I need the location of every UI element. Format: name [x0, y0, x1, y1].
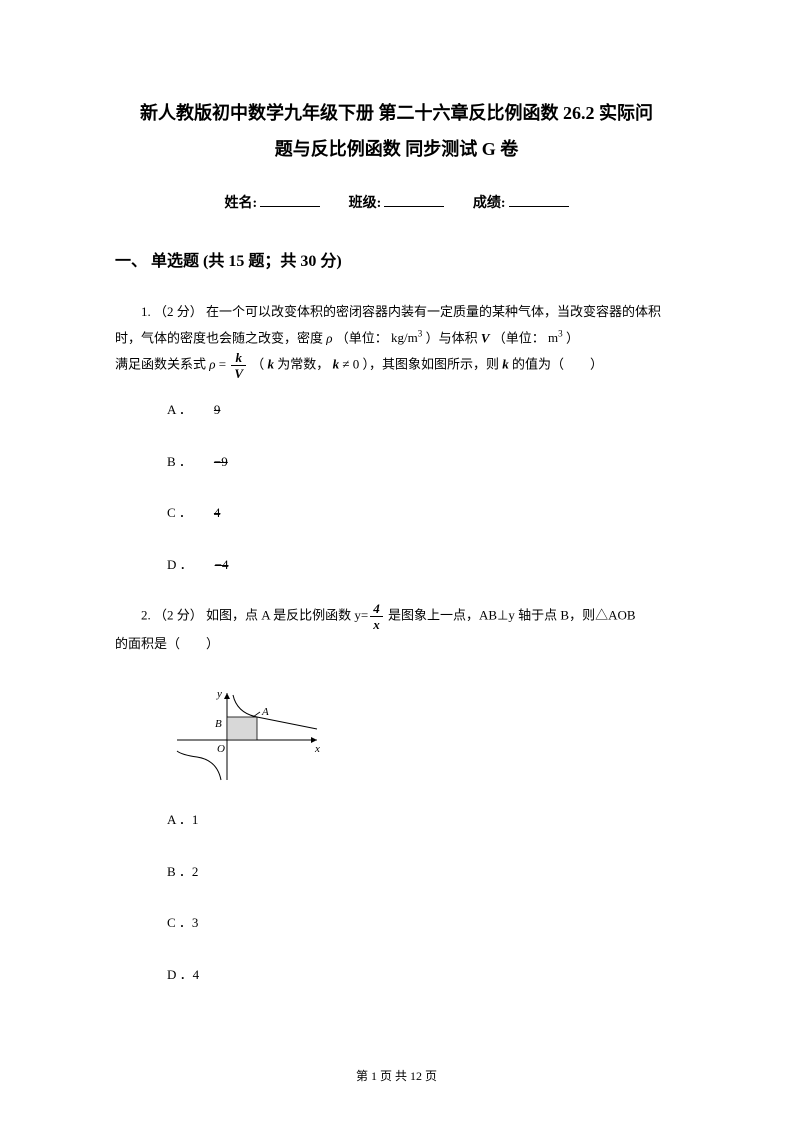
question-2: 2. （2 分） 如图，点 A 是反比例函数 y=4x 是图象上一点，AB⊥y …: [115, 602, 678, 657]
q1-options: A ．9 B ．−9 C ．4 D ．−4: [115, 400, 678, 574]
q1-option-d: D ．−4: [167, 555, 678, 575]
q1-text4: （单位：: [493, 330, 545, 345]
q1-number: 1.: [141, 304, 151, 319]
graph-label-b: B: [215, 718, 222, 730]
q1-text7: 为常数，: [277, 357, 332, 372]
q1-option-b: B ．−9: [167, 452, 678, 472]
q2-option-d: D ．4: [167, 965, 678, 985]
q2-text1: 如图，点 A 是反比例函数 y=: [206, 608, 368, 623]
q1-rho: ρ: [326, 330, 332, 345]
q1-var-k3: k: [502, 357, 509, 372]
q1-text10: 的值为（ ）: [512, 357, 603, 372]
score-label: 成绩:: [473, 196, 506, 211]
page-footer: 第 1 页 共 12 页: [0, 1067, 793, 1084]
name-blank: [260, 206, 320, 207]
q2-option-c: C ．3: [167, 913, 678, 933]
q1-text8: ≠ 0: [339, 357, 359, 372]
student-info-row: 姓名: 班级: 成绩:: [115, 192, 678, 212]
class-label: 班级:: [349, 196, 382, 211]
q1-text6: （: [251, 357, 267, 372]
q1-unit: kg/m3: [391, 330, 422, 345]
graph-label-o: O: [217, 743, 225, 755]
q2-fraction: 4x: [368, 602, 385, 631]
q2-options: A ．1 B ．2 C ．3 D ．4: [115, 810, 678, 984]
q1-unit-v: m3: [548, 330, 563, 345]
q1-text2: （单位：: [336, 330, 388, 345]
q2-number: 2.: [141, 608, 151, 623]
q1-option-c: C ．4: [167, 503, 678, 523]
q2-option-b: B ．2: [167, 862, 678, 882]
question-1: 1. （2 分） 在一个可以改变体积的密闭容器内装有一定质量的某种气体，当改变容…: [115, 299, 678, 380]
q2-line2: 的面积是（ ）: [115, 636, 219, 651]
q1-points: （2 分）: [154, 304, 203, 319]
q1-text5: ）: [566, 330, 579, 345]
q2-option-a: A ．1: [167, 810, 678, 830]
graph-label-x: x: [314, 743, 320, 755]
q1-var-v: V: [481, 330, 490, 345]
section-header: 一、 单选题 (共 15 题；共 30 分): [115, 247, 678, 271]
q1-formula: ρ = kV: [209, 351, 248, 380]
q1-text3: ）与体积: [426, 330, 481, 345]
score-blank: [509, 206, 569, 207]
q2-points: （2 分）: [154, 608, 203, 623]
q1-line2: 满足函数关系式: [115, 357, 209, 372]
document-title-line1: 新人教版初中数学九年级下册 第二十六章反比例函数 26.2 实际问: [115, 95, 678, 131]
q2-text2: 是图象上一点，AB⊥y 轴于点 B，则△AOB: [385, 608, 636, 623]
graph-label-a: A: [261, 706, 269, 718]
q1-option-a: A ．9: [167, 400, 678, 420]
graph-label-y: y: [216, 688, 222, 700]
class-blank: [384, 206, 444, 207]
document-title-line2: 题与反比例函数 同步测试 G 卷: [115, 131, 678, 167]
q1-text9: ），其图象如图所示，则: [362, 357, 502, 372]
name-label: 姓名:: [224, 196, 257, 211]
q2-graph: A B O y x: [167, 685, 678, 790]
q1-var-k: k: [268, 357, 275, 372]
